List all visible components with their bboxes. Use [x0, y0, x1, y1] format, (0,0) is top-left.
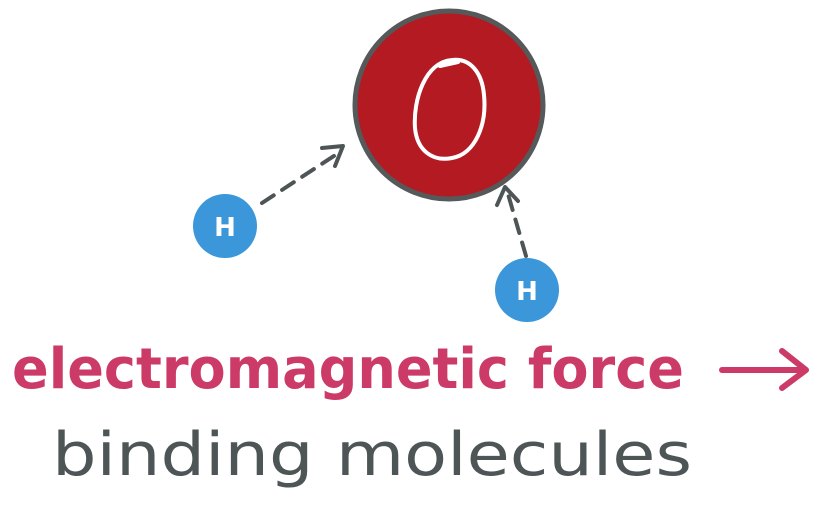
- bond-arrow-left: [260, 144, 345, 205]
- hydrogen-atom-right: H: [495, 258, 559, 322]
- hydrogen-right-symbol: H: [516, 277, 538, 307]
- caption-subtitle: binding molecules: [52, 420, 692, 490]
- oxygen-atom: O: [352, 8, 546, 202]
- hydrogen-right-circle: [495, 258, 559, 322]
- caption-arrow: →: [719, 348, 809, 391]
- caption-title: electromagnetic force: [12, 337, 684, 402]
- hydrogen-left-symbol: H: [214, 213, 236, 243]
- bond-arrow-right: [495, 185, 528, 258]
- hydrogen-atom-left: H: [193, 194, 257, 258]
- oxygen-letter-stroke: [412, 57, 487, 161]
- bond-arrow-right-line: [506, 192, 528, 258]
- bond-arrow-left-head: [320, 144, 345, 168]
- bond-arrow-right-head: [495, 185, 520, 207]
- oxygen-circle: [352, 8, 546, 202]
- hydrogen-left-circle: [193, 194, 257, 258]
- caption-arrow-head: [779, 348, 809, 391]
- bond-arrow-left-line: [260, 150, 342, 205]
